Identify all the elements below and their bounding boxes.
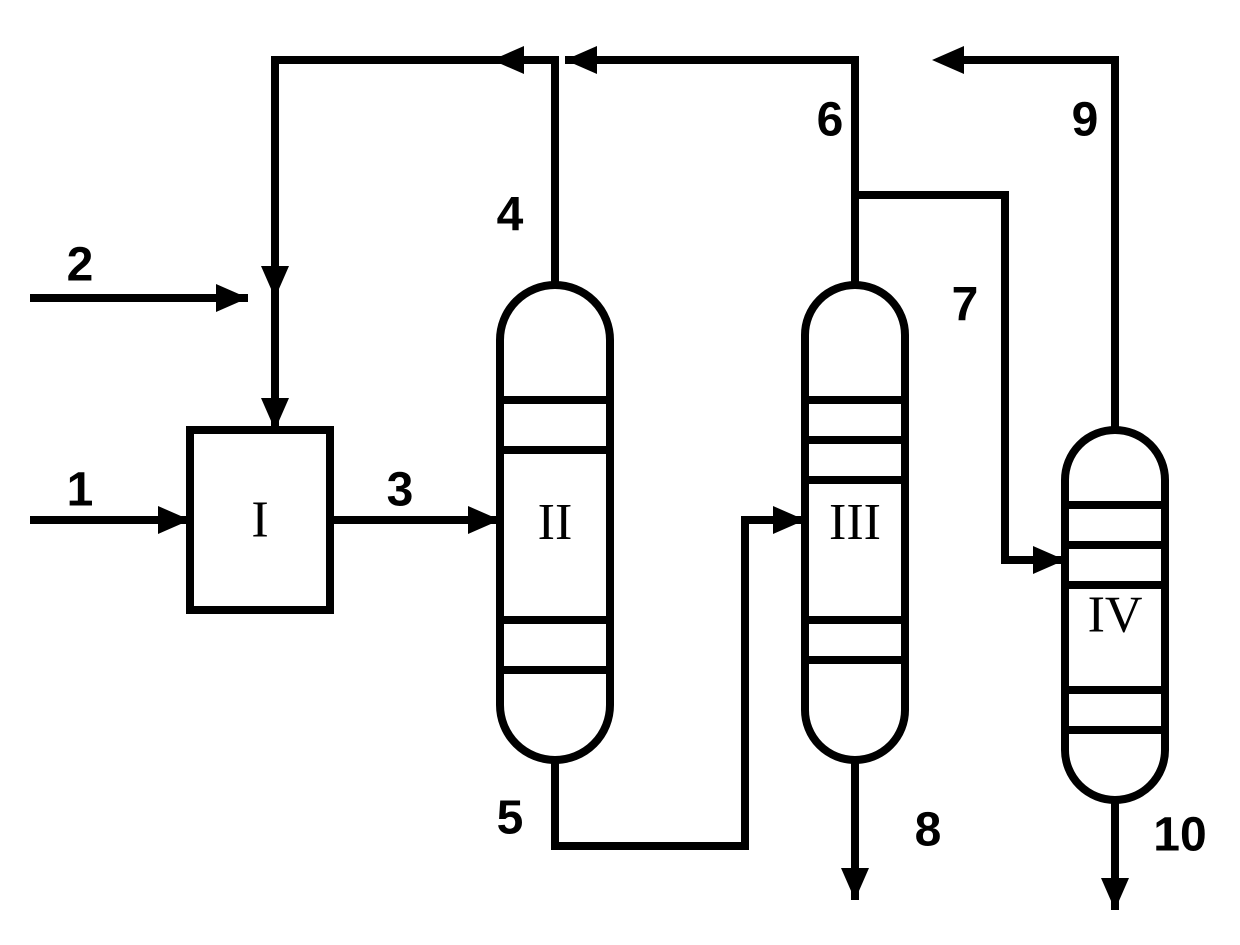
unit-label-col3: III [829, 494, 881, 551]
stream-label-9: 9 [1072, 94, 1099, 147]
units-layer: IIIIIIIV [190, 285, 1165, 800]
stream-label-8: 8 [915, 804, 942, 857]
stream-label-10: 10 [1153, 809, 1206, 862]
unit-label-reactor: I [251, 492, 268, 549]
stream-label-1: 1 [67, 464, 94, 517]
unit-label-col2: II [538, 494, 573, 551]
stream-label-7: 7 [952, 279, 979, 332]
unit-label-col4: IV [1088, 587, 1143, 644]
stream-label-3: 3 [387, 464, 414, 517]
stream-label-2: 2 [67, 239, 94, 292]
stream-label-4: 4 [497, 189, 524, 242]
diagram-root: IIIIIIIV12345678910 [0, 0, 1240, 945]
stream-label-5: 5 [497, 792, 524, 845]
stream-4 [275, 60, 555, 298]
stream-6 [565, 60, 855, 285]
stream-label-6: 6 [817, 94, 844, 147]
